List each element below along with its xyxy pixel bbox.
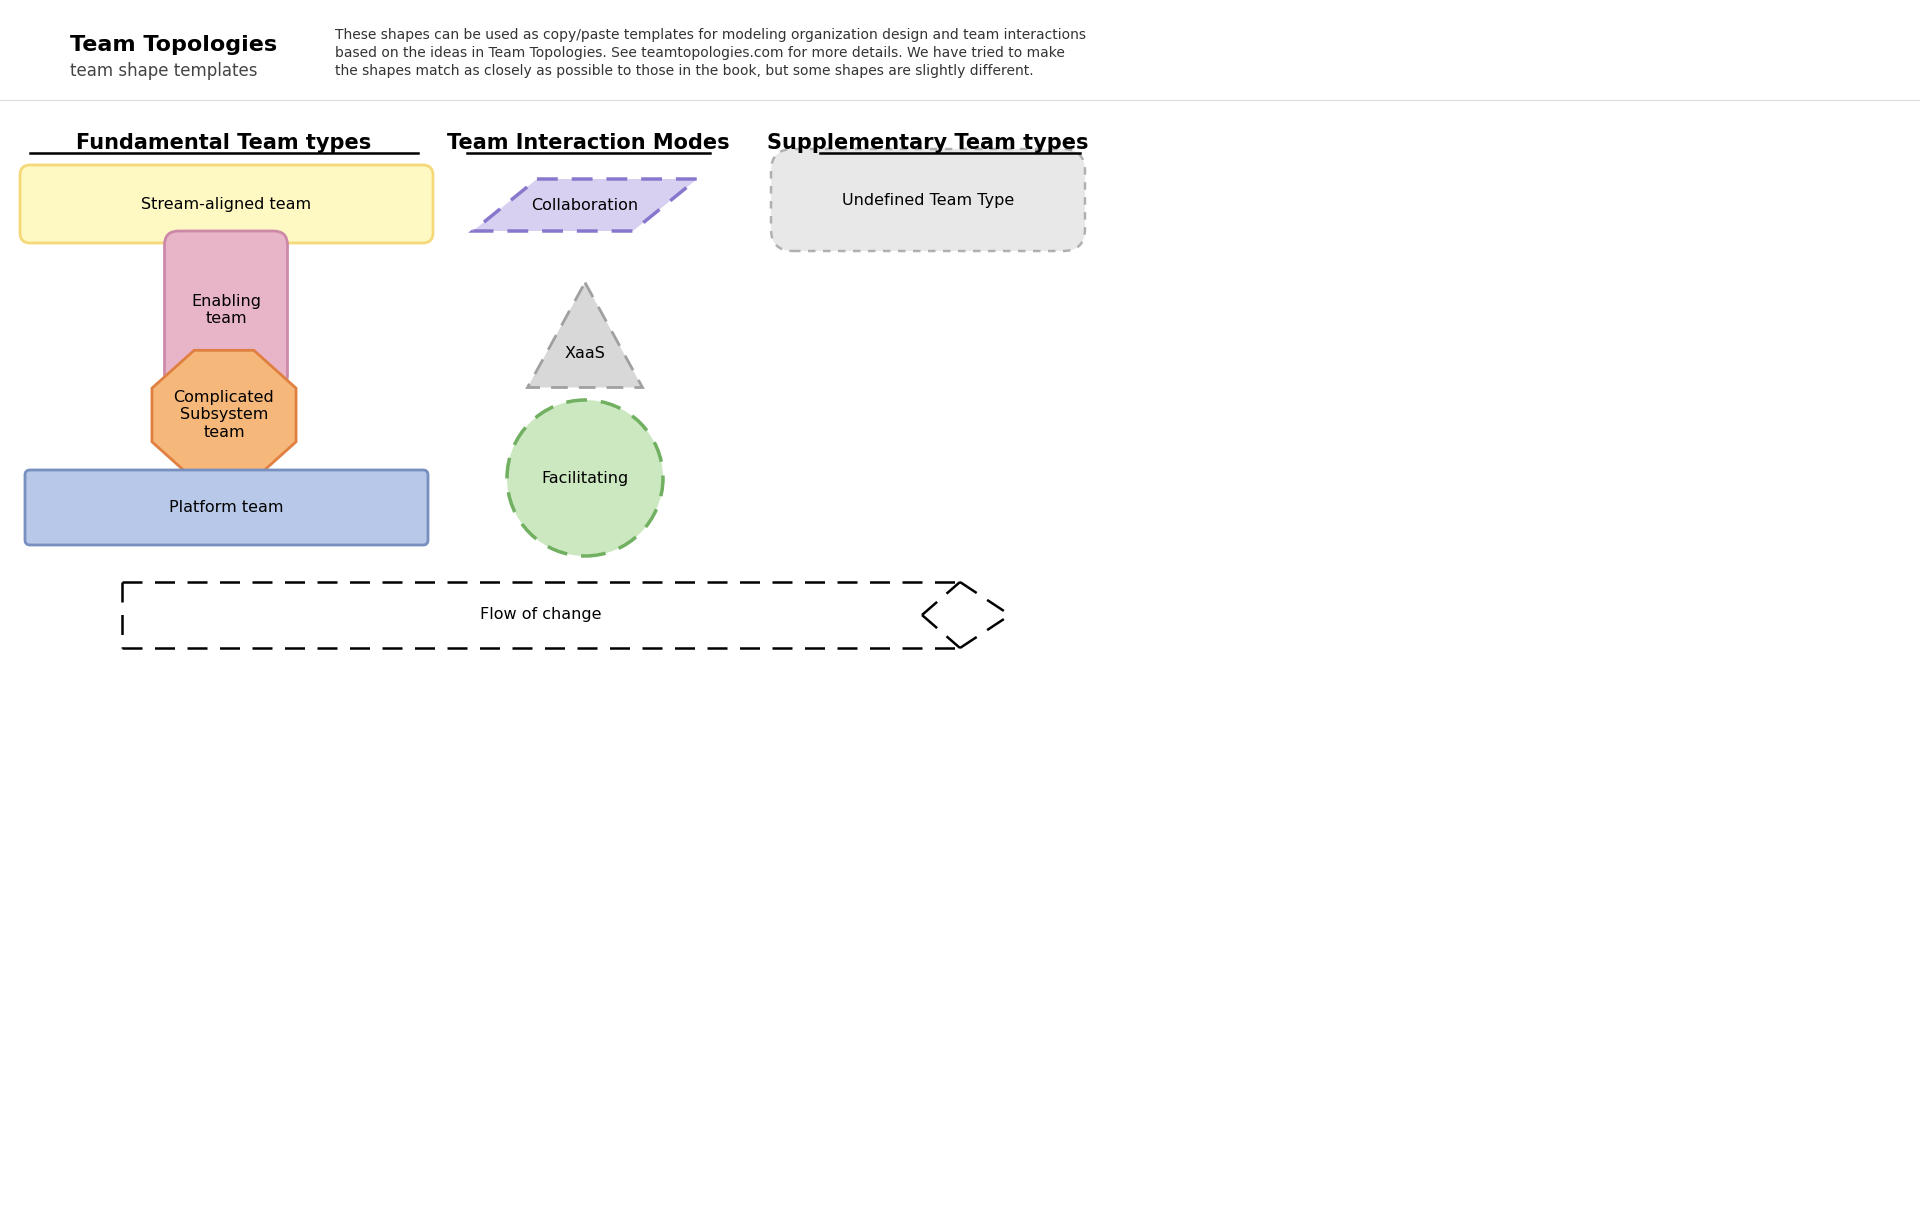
Polygon shape (528, 283, 643, 388)
FancyBboxPatch shape (19, 164, 434, 243)
Text: XaaS: XaaS (564, 346, 605, 360)
FancyBboxPatch shape (25, 470, 428, 545)
Text: Team Interaction Modes: Team Interaction Modes (447, 133, 730, 154)
Text: Stream-aligned team: Stream-aligned team (142, 197, 311, 212)
Text: the shapes match as closely as possible to those in the book, but some shapes ar: the shapes match as closely as possible … (334, 64, 1033, 79)
Circle shape (507, 400, 662, 556)
FancyBboxPatch shape (772, 149, 1085, 251)
Text: These shapes can be used as copy/paste templates for modeling organization desig: These shapes can be used as copy/paste t… (334, 28, 1087, 42)
Text: Facilitating: Facilitating (541, 470, 628, 486)
Text: Team Topologies: Team Topologies (69, 35, 276, 54)
Text: based on the ideas in Team Topologies. See teamtopologies.com for more details. : based on the ideas in Team Topologies. S… (334, 46, 1066, 60)
Text: Complicated
Subsystem
team: Complicated Subsystem team (173, 391, 275, 440)
FancyBboxPatch shape (165, 231, 288, 389)
Text: Collaboration: Collaboration (532, 197, 639, 213)
Text: Platform team: Platform team (169, 501, 284, 515)
Text: Enabling
team: Enabling team (190, 294, 261, 326)
Polygon shape (152, 351, 296, 480)
Text: Undefined Team Type: Undefined Team Type (841, 192, 1014, 208)
Text: Supplementary Team types: Supplementary Team types (768, 133, 1089, 154)
Text: Fundamental Team types: Fundamental Team types (77, 133, 372, 154)
Text: team shape templates: team shape templates (69, 62, 257, 80)
Text: Flow of change: Flow of change (480, 607, 601, 623)
Polygon shape (472, 179, 697, 231)
